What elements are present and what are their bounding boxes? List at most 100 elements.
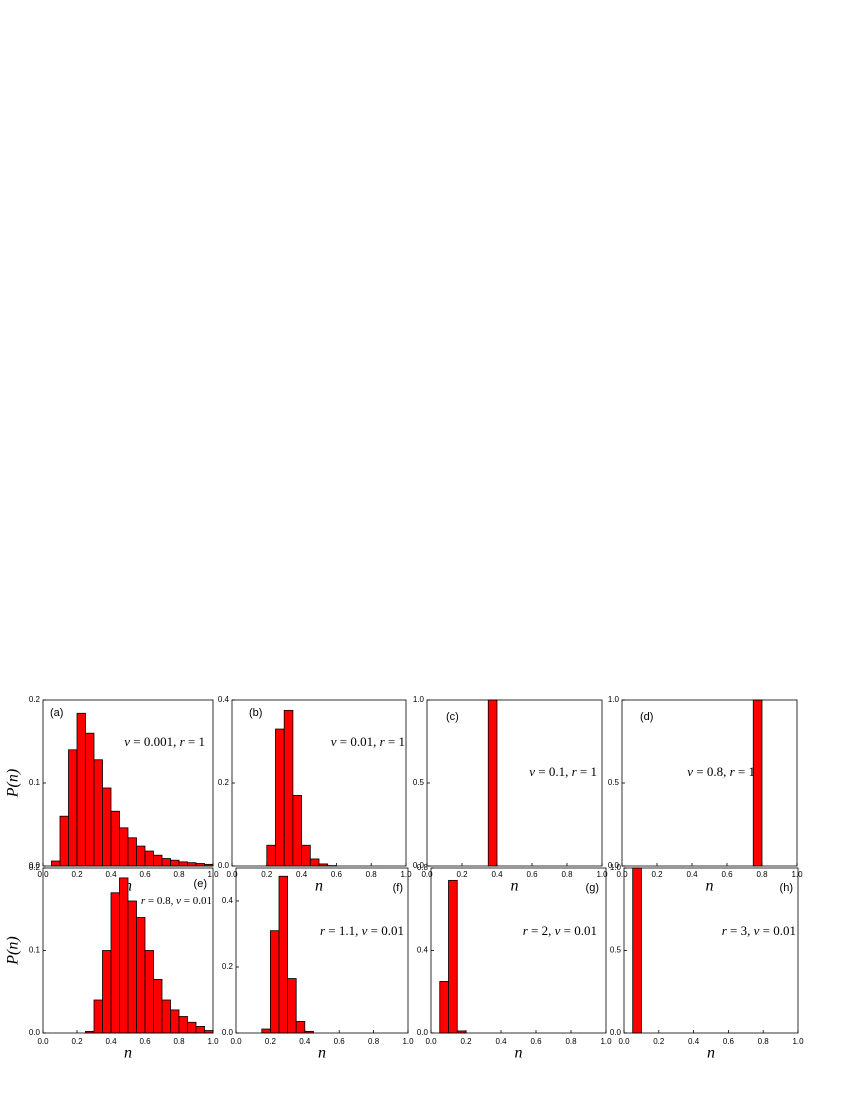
bar xyxy=(275,728,285,867)
bar xyxy=(187,862,197,867)
bar xyxy=(102,787,112,867)
x-tick-label: 0.4 xyxy=(296,870,308,879)
x-tick-label: 0.0 xyxy=(230,1037,242,1046)
annotation: r = 0.8, v = 0.01 xyxy=(141,895,212,907)
panel-label: (c) xyxy=(446,711,459,723)
x-tick-label: 0.8 xyxy=(366,870,378,879)
plot-frame xyxy=(231,699,407,867)
x-tick-label: 1.0 xyxy=(791,870,803,879)
bar xyxy=(187,1021,197,1034)
x-tick-label: 0.8 xyxy=(758,1037,770,1046)
bar xyxy=(59,815,69,867)
x-tick-label: 0.8 xyxy=(173,1037,185,1046)
bar xyxy=(301,844,311,867)
x-tick-label: 0.2 xyxy=(71,870,83,879)
y-tick-label: 0.0 xyxy=(417,1028,429,1037)
x-axis-label: n xyxy=(706,878,714,895)
x-axis-label: n xyxy=(511,878,519,895)
panel-label: (f) xyxy=(393,882,403,894)
plot-frame xyxy=(621,699,798,867)
x-tick-label: 0.0 xyxy=(425,1037,437,1046)
x-tick-label: 0.6 xyxy=(139,870,151,879)
x-tick-label: 0.2 xyxy=(261,870,273,879)
bar xyxy=(178,861,188,867)
y-tick-label: 0.4 xyxy=(222,896,234,905)
y-axis-label: P(n) xyxy=(5,769,22,798)
y-tick-label: 0.4 xyxy=(417,946,429,955)
x-tick-label: 0.6 xyxy=(331,870,343,879)
x-tick-label: 0.2 xyxy=(653,1037,665,1046)
x-tick-label: 0.4 xyxy=(105,1037,117,1046)
bar xyxy=(144,950,154,1034)
x-tick-label: 0.0 xyxy=(616,870,628,879)
y-tick-label: 0.0 xyxy=(608,861,620,870)
x-tick-label: 0.4 xyxy=(299,1037,311,1046)
bar xyxy=(439,981,449,1034)
y-axis-label: P(n) xyxy=(5,936,22,965)
x-axis-label: n xyxy=(124,1045,132,1062)
annotation: r = 1.1, v = 0.01 xyxy=(320,923,404,938)
x-tick-label: 0.0 xyxy=(226,870,238,879)
bar xyxy=(68,749,78,867)
bar xyxy=(51,860,61,867)
bar xyxy=(632,867,642,1034)
bar xyxy=(170,859,180,867)
x-tick-label: 0.8 xyxy=(756,870,768,879)
y-tick-label: 0.1 xyxy=(29,946,41,955)
panel-label: (b) xyxy=(249,707,262,719)
y-tick-label: 0.1 xyxy=(29,778,41,787)
y-tick-label: 0.0 xyxy=(222,1028,234,1037)
bar xyxy=(110,892,120,1034)
x-tick-label: 0.0 xyxy=(618,1037,630,1046)
bar xyxy=(136,845,146,867)
panel-label: (e) xyxy=(194,878,207,890)
bar xyxy=(266,844,276,867)
bar xyxy=(93,759,103,867)
x-tick-label: 0.8 xyxy=(368,1037,380,1046)
y-tick-label: 0.8 xyxy=(417,863,429,872)
bar xyxy=(287,978,297,1034)
x-axis-label: n xyxy=(315,878,323,895)
x-tick-label: 0.6 xyxy=(721,870,733,879)
y-tick-label: 0.0 xyxy=(29,861,41,870)
bar xyxy=(102,950,112,1034)
x-tick-label: 0.6 xyxy=(139,1037,151,1046)
y-tick-label: 1.0 xyxy=(608,695,620,704)
annotation: v = 0.8, r = 1 xyxy=(687,764,755,779)
panel-label: (d) xyxy=(640,711,653,723)
bar xyxy=(195,1026,205,1034)
x-tick-label: 0.6 xyxy=(334,1037,346,1046)
bar xyxy=(487,699,498,867)
bar xyxy=(153,854,163,867)
x-tick-label: 0.4 xyxy=(688,1037,700,1046)
x-axis-label: n xyxy=(515,1045,523,1062)
y-tick-label: 1.0 xyxy=(610,863,622,872)
panel-label: (h) xyxy=(780,882,793,894)
bar xyxy=(283,709,294,867)
y-tick-label: 0.2 xyxy=(29,863,41,872)
x-tick-label: 1.0 xyxy=(600,1037,612,1046)
y-tick-label: 0.0 xyxy=(610,1028,622,1037)
bar xyxy=(178,1016,188,1034)
x-tick-label: 1.0 xyxy=(792,1037,804,1046)
y-tick-label: 0.2 xyxy=(222,962,234,971)
annotation: r = 2, v = 0.01 xyxy=(523,923,597,938)
y-tick-label: 0.4 xyxy=(218,695,230,704)
x-tick-label: 0.4 xyxy=(686,870,698,879)
bar xyxy=(309,858,320,867)
x-tick-label: 1.0 xyxy=(596,870,608,879)
x-tick-label: 0.8 xyxy=(565,1037,577,1046)
y-tick-label: 0.2 xyxy=(29,695,41,704)
panel-label: (g) xyxy=(586,882,599,894)
y-tick-label: 0.0 xyxy=(413,861,425,870)
bar xyxy=(127,900,137,1034)
annotation: v = 0.001, r = 1 xyxy=(124,734,205,749)
bar xyxy=(292,795,302,867)
bar xyxy=(119,827,129,867)
x-tick-label: 0.8 xyxy=(173,870,185,879)
y-tick-label: 0.0 xyxy=(218,861,230,870)
bar xyxy=(127,837,137,867)
x-tick-label: 1.0 xyxy=(400,870,412,879)
y-tick-label: 1.0 xyxy=(413,695,425,704)
